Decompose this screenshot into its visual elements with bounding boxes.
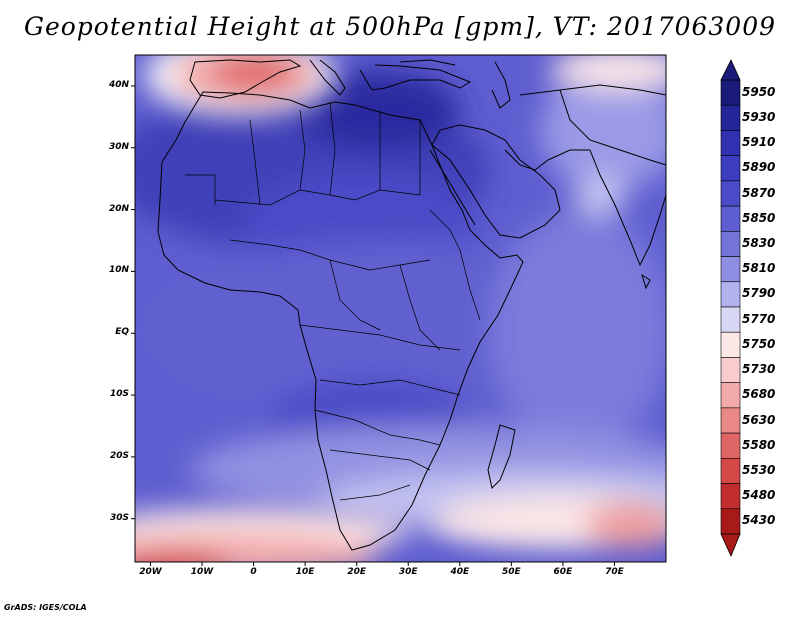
colorbar-cell xyxy=(720,180,741,207)
colorbar-cell xyxy=(720,205,741,232)
colorbar-cell xyxy=(720,281,741,308)
lat-label: EQ xyxy=(115,327,129,338)
colorbar-cell xyxy=(720,306,741,333)
colorbar-cell xyxy=(720,357,741,383)
lon-label: 60E xyxy=(553,567,573,577)
colorbar-level-label: 5850 xyxy=(742,210,776,225)
lat-label: 10S xyxy=(109,389,129,400)
colorbar-cell xyxy=(720,130,741,156)
colorbar-cell xyxy=(720,432,741,459)
lon-label: 30E xyxy=(398,567,418,577)
coastlines xyxy=(157,59,666,551)
lat-label: 10N xyxy=(108,265,129,276)
colorbar-level-label: 5750 xyxy=(742,336,776,351)
lon-label: 10E xyxy=(295,567,315,577)
colorbar-cell xyxy=(720,483,741,510)
colorbar-level-label: 5530 xyxy=(742,462,776,477)
colorbar-level-label: 5580 xyxy=(742,437,776,452)
colorbar-bottom-arrow xyxy=(720,533,741,558)
colorbar-level-label: 5890 xyxy=(742,160,776,175)
colorbar-level-label: 5630 xyxy=(742,412,776,427)
colorbar-cell xyxy=(720,79,741,106)
lat-label: 20S xyxy=(109,450,129,461)
colorbar-cell xyxy=(720,155,741,182)
colorbar-level-label: 5430 xyxy=(742,513,776,528)
axis-ticks xyxy=(131,85,615,566)
map-title: Geopotential Height at 500hPa [gpm], VT:… xyxy=(23,12,777,41)
colorbar-cell xyxy=(720,231,741,257)
lon-label: 40E xyxy=(450,567,470,577)
colorbar-level-label: 5830 xyxy=(742,235,776,250)
lon-label: 10W xyxy=(190,567,214,577)
map-frame xyxy=(134,54,667,563)
colorbar-cell xyxy=(720,458,741,484)
lon-label: 20E xyxy=(347,567,367,577)
colorbar-level-label: 5910 xyxy=(742,135,776,150)
lon-label: 70E xyxy=(605,567,624,577)
colorbar-cell xyxy=(720,331,741,358)
colorbar-level-label: 5770 xyxy=(742,311,776,326)
lon-label: 20W xyxy=(139,567,162,577)
colorbar-level-label: 5790 xyxy=(742,286,776,301)
colorbar-cell xyxy=(720,382,741,409)
colorbar-level-label: 5680 xyxy=(742,387,776,402)
colorbar-level-label: 5950 xyxy=(742,84,776,99)
lon-label: 50E xyxy=(501,567,521,577)
lat-label: 30N xyxy=(108,141,129,152)
colorbar-cell xyxy=(720,407,741,434)
lat-label: 30S xyxy=(109,512,129,523)
lat-label: 40N xyxy=(108,79,129,90)
colorbar-level-label: 5870 xyxy=(742,185,776,200)
lon-label: 0 xyxy=(250,567,257,577)
colorbar-cell xyxy=(720,104,741,131)
grads-credit: GrADS: IGES/COLA xyxy=(4,603,87,612)
country-borders xyxy=(185,101,481,501)
colorbar-cell xyxy=(720,256,741,283)
colorbar-top-arrow xyxy=(720,59,741,81)
colorbar-level-label: 5810 xyxy=(742,261,776,276)
colorbar-level-label: 5730 xyxy=(742,362,776,377)
colorbar-cell xyxy=(720,508,741,535)
lat-label: 20N xyxy=(108,203,129,214)
colorbar-level-label: 5930 xyxy=(742,109,776,124)
height-field xyxy=(135,55,666,562)
colorbar-level-label: 5480 xyxy=(742,488,776,503)
